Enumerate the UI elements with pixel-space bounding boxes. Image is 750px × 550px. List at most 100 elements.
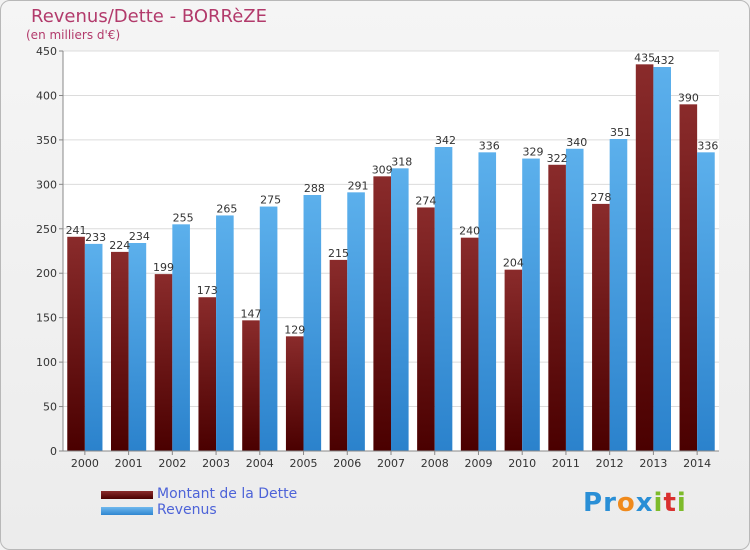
data-label-debt-2012: 278 <box>590 191 611 204</box>
logo-letter: r <box>603 488 617 518</box>
data-label-revenue-2009: 336 <box>479 139 500 152</box>
bar-revenue-2014 <box>697 152 715 452</box>
x-tick-label: 2012 <box>596 457 624 470</box>
bar-revenue-2000 <box>84 243 103 451</box>
data-label-revenue-2014: 336 <box>697 139 718 152</box>
x-tick-label: 2014 <box>683 457 711 470</box>
y-tick-label: 0 <box>50 445 57 458</box>
axes: 0 50 100 150 200 250 300 350 400 450 2000 2001 2002 2… <box>36 45 719 470</box>
logo-letter: i <box>676 488 687 518</box>
logo-letter: P <box>583 488 604 518</box>
data-label-revenue-2000: 233 <box>85 231 106 244</box>
data-label-debt-2006: 215 <box>328 247 349 260</box>
bar-revenue-2012 <box>609 139 628 451</box>
y-tick-label: 450 <box>36 45 57 58</box>
legend-swatch-revenue <box>101 507 153 515</box>
bar-revenue-2010 <box>522 158 540 452</box>
x-tick-label: 2013 <box>639 457 667 470</box>
bar-debt-2003 <box>198 297 217 451</box>
bar-debt-2005 <box>285 336 304 451</box>
data-label-revenue-2012: 351 <box>610 126 631 139</box>
bar-debt-2010 <box>504 269 523 451</box>
bar-debt-2001 <box>111 251 129 451</box>
data-label-revenue-2005: 288 <box>304 182 325 195</box>
y-tick-label: 250 <box>36 223 57 236</box>
bar-debt-2009 <box>460 237 479 451</box>
y-tick-label: 350 <box>36 134 57 147</box>
data-label-revenue-2004: 275 <box>260 194 281 207</box>
x-tick-label: 2007 <box>377 457 405 470</box>
data-label-debt-2004: 147 <box>241 307 262 320</box>
x-tick-label: 2001 <box>115 457 143 470</box>
data-label-debt-2007: 309 <box>372 163 393 176</box>
bar-debt-2012 <box>592 203 610 451</box>
bar-revenue-2013 <box>653 67 671 451</box>
bars <box>67 64 715 452</box>
bar-debt-2013 <box>635 64 654 452</box>
data-label-revenue-2008: 342 <box>435 134 456 147</box>
y-tick-label: 400 <box>36 89 57 102</box>
data-label-revenue-2001: 234 <box>129 230 150 243</box>
bar-revenue-2004 <box>259 206 278 451</box>
data-label-debt-2005: 129 <box>284 323 305 336</box>
bar-debt-2004 <box>242 320 260 451</box>
logo-letter: o <box>616 488 636 518</box>
bar-revenue-2001 <box>128 243 147 451</box>
bar-debt-2011 <box>548 164 566 451</box>
logo-letter: x <box>635 488 654 518</box>
bar-revenue-2008 <box>434 147 453 451</box>
y-tick-label: 300 <box>36 178 57 191</box>
bar-revenue-2005 <box>303 195 322 451</box>
data-label-revenue-2011: 340 <box>566 136 587 149</box>
logo-letter: i <box>653 488 664 518</box>
data-label-debt-2003: 173 <box>197 284 218 297</box>
legend-swatch-debt <box>101 491 153 499</box>
data-label-revenue-2013: 432 <box>654 54 675 67</box>
x-tick-label: 2004 <box>246 457 274 470</box>
data-label-debt-2011: 322 <box>547 152 568 165</box>
data-label-debt-2014: 390 <box>678 91 699 104</box>
bar-revenue-2007 <box>391 168 409 452</box>
bar-debt-2000 <box>67 236 85 451</box>
data-label-revenue-2007: 318 <box>391 155 412 168</box>
data-label-debt-2001: 224 <box>109 239 130 252</box>
x-tick-label: 2006 <box>333 457 361 470</box>
bar-revenue-2011 <box>565 148 584 451</box>
data-label-debt-2010: 204 <box>503 257 524 270</box>
data-label-revenue-2006: 291 <box>348 179 369 192</box>
bar-revenue-2003 <box>216 215 234 451</box>
y-tick-label: 50 <box>43 401 57 414</box>
data-label-revenue-2003: 265 <box>216 202 237 215</box>
data-label-debt-2009: 240 <box>459 225 480 238</box>
bar-debt-2014 <box>679 104 698 451</box>
x-tick-label: 2008 <box>421 457 449 470</box>
y-tick-label: 200 <box>36 267 57 280</box>
bar-debt-2007 <box>373 176 391 452</box>
x-tick-label: 2002 <box>158 457 186 470</box>
data-label-debt-2013: 435 <box>634 51 655 64</box>
x-tick-label: 2005 <box>290 457 318 470</box>
data-label-revenue-2010: 329 <box>523 146 544 159</box>
data-label-revenue-2002: 255 <box>173 211 194 224</box>
x-tick-label: 2003 <box>202 457 230 470</box>
x-tick-label: 2000 <box>71 457 99 470</box>
legend-label-debt: Montant de la Dette <box>157 486 298 502</box>
data-label-debt-2002: 199 <box>153 261 174 274</box>
legend-label-revenue: Revenus <box>157 502 217 518</box>
data-label-debt-2008: 274 <box>415 194 436 207</box>
bar-debt-2002 <box>154 274 173 451</box>
data-label-debt-2000: 241 <box>66 224 87 237</box>
chart-subtitle: (en milliers d'€) <box>26 28 121 42</box>
x-tick-label: 2011 <box>552 457 580 470</box>
logo-letter: t <box>663 488 677 518</box>
bar-debt-2006 <box>329 259 348 451</box>
bar-debt-2008 <box>417 207 435 451</box>
chart-title: Revenus/Dette - BORRèZE <box>31 6 268 27</box>
y-tick-label: 150 <box>36 312 57 325</box>
bar-revenue-2002 <box>172 224 190 451</box>
bar-revenue-2006 <box>347 192 365 452</box>
y-tick-label: 100 <box>36 356 57 369</box>
